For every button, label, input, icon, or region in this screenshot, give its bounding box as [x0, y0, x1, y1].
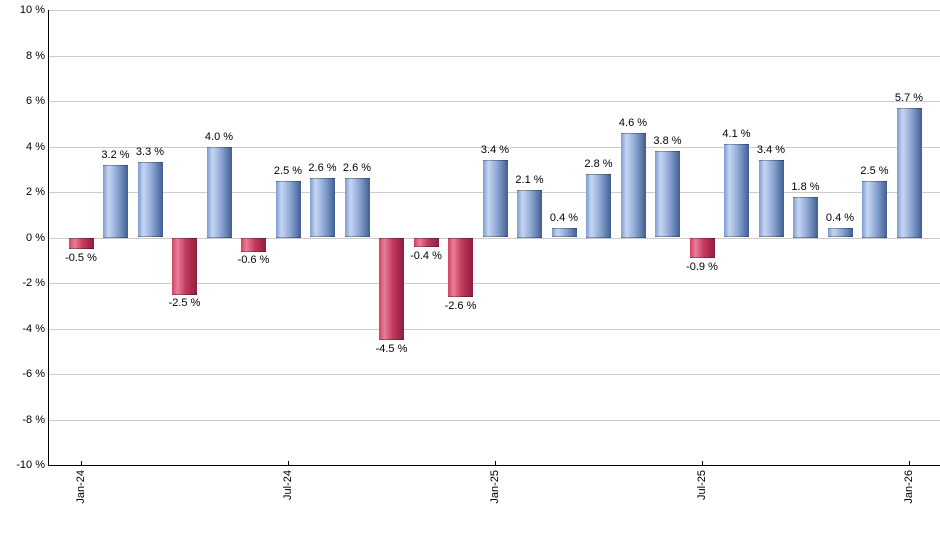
x-axis-tick: [288, 461, 289, 466]
bar-value-label: -4.5 %: [375, 343, 408, 355]
y-axis-tick-label: -6 %: [22, 368, 45, 380]
bar-positive[interactable]: [137, 162, 163, 237]
bar-negative[interactable]: [448, 238, 473, 297]
x-axis-line: [48, 465, 940, 466]
bar-positive[interactable]: [620, 133, 646, 238]
y-gridline: [48, 56, 940, 57]
y-axis-line: [48, 10, 49, 465]
y-axis-tick-label: 10 %: [19, 4, 45, 16]
bar-value-label: -2.6 %: [444, 300, 477, 312]
y-axis-tick-label: 8 %: [26, 50, 45, 62]
bar-value-label: 3.8 %: [653, 135, 682, 147]
y-gridline: [48, 374, 940, 375]
x-axis-tick-label: Jul-25: [696, 470, 708, 500]
y-gridline: [48, 238, 940, 239]
bar-value-label: 0.4 %: [825, 212, 855, 224]
bar-value-label: 3.3 %: [135, 146, 165, 158]
bar-positive[interactable]: [310, 178, 335, 237]
x-axis-tick: [702, 461, 703, 466]
y-gridline: [48, 147, 940, 148]
y-axis-tick-label: -2 %: [22, 277, 45, 289]
bar-positive[interactable]: [724, 144, 749, 237]
bar-positive[interactable]: [586, 174, 611, 238]
bar-negative[interactable]: [68, 238, 94, 249]
x-axis-tick-label: Jan-24: [75, 470, 87, 504]
bar-value-label: 2.1 %: [515, 174, 544, 186]
bar-negative[interactable]: [172, 238, 197, 295]
bar-value-label: 3.4 %: [480, 144, 510, 156]
bar-value-label: 0.4 %: [549, 212, 579, 224]
bar-value-label: 4.6 %: [618, 117, 648, 129]
y-axis-tick-label: 0 %: [26, 232, 45, 244]
y-gridline: [48, 283, 940, 284]
bar-negative[interactable]: [689, 238, 715, 258]
bar-value-label: 2.6 %: [342, 162, 372, 174]
bar-value-label: 5.7 %: [894, 92, 924, 104]
bar-value-label: 2.5 %: [860, 165, 889, 177]
y-gridline: [48, 420, 940, 421]
bar-value-label: 3.2 %: [101, 149, 130, 161]
bar-value-label: 4.0 %: [204, 131, 234, 143]
bar-positive[interactable]: [793, 197, 818, 238]
bar-value-label: 3.4 %: [756, 144, 786, 156]
bar-positive[interactable]: [103, 165, 128, 238]
x-axis-tick-label: Jan-26: [903, 470, 915, 504]
x-axis-tick: [909, 461, 910, 466]
bar-value-label: -0.9 %: [686, 261, 718, 273]
bar-positive[interactable]: [551, 228, 577, 237]
bar-value-label: 2.8 %: [584, 158, 613, 170]
bar-value-label: 1.8 %: [791, 181, 820, 193]
bar-value-label: -0.5 %: [65, 252, 97, 264]
y-axis-tick-label: 2 %: [26, 186, 45, 198]
bar-positive[interactable]: [827, 228, 853, 237]
bar-negative[interactable]: [241, 238, 266, 252]
bar-value-label: 2.5 %: [273, 165, 303, 177]
y-axis-tick-label: 6 %: [26, 95, 45, 107]
y-gridline: [48, 329, 940, 330]
bar-positive[interactable]: [862, 181, 887, 238]
bar-positive[interactable]: [275, 181, 301, 238]
bar-positive[interactable]: [655, 151, 680, 237]
bar-value-label: 2.6 %: [308, 162, 337, 174]
x-axis-tick: [81, 461, 82, 466]
bar-negative[interactable]: [413, 238, 439, 247]
y-axis-tick-label: -10 %: [16, 459, 45, 471]
bar-positive[interactable]: [758, 160, 784, 237]
bar-positive[interactable]: [206, 147, 232, 238]
bar-value-label: -0.4 %: [410, 250, 442, 262]
x-axis-tick-label: Jan-25: [489, 470, 501, 504]
x-axis-tick: [495, 461, 496, 466]
y-gridline: [48, 10, 940, 11]
y-gridline: [48, 101, 940, 102]
bar-value-label: -0.6 %: [237, 254, 270, 266]
bar-negative[interactable]: [379, 238, 404, 340]
y-axis-tick-label: 4 %: [26, 141, 45, 153]
bar-positive[interactable]: [344, 178, 370, 237]
bar-positive[interactable]: [517, 190, 542, 238]
y-axis-tick-label: -8 %: [22, 414, 45, 426]
bar-value-label: -2.5 %: [168, 297, 201, 309]
y-axis-tick-label: -4 %: [22, 323, 45, 335]
x-axis-tick-label: Jul-24: [282, 470, 294, 500]
bar-value-label: 4.1 %: [722, 128, 751, 140]
bar-positive[interactable]: [482, 160, 508, 237]
bar-positive[interactable]: [896, 108, 922, 238]
